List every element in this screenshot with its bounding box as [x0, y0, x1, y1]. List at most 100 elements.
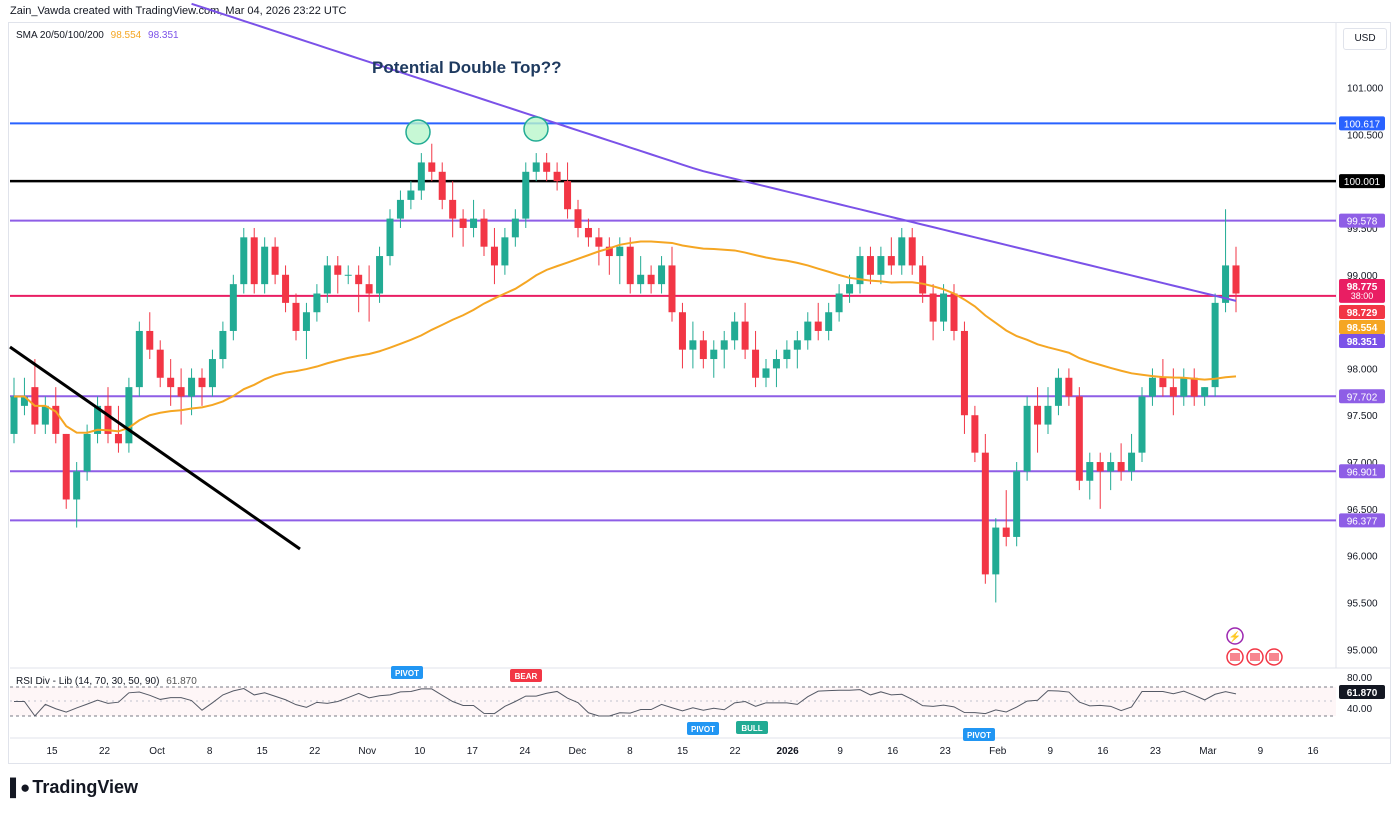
- candle-body: [62, 433, 70, 500]
- us-flag-event-stripes: [1269, 653, 1279, 661]
- chart-frame: [8, 22, 1391, 764]
- candle-body: [1013, 471, 1021, 537]
- candle-body: [616, 246, 624, 257]
- candle-body: [720, 340, 728, 350]
- x-tick-label: 9: [1258, 746, 1264, 757]
- candle-body: [177, 387, 185, 397]
- candle-body: [1201, 387, 1209, 397]
- x-tick-label: Oct: [149, 746, 165, 757]
- rsi-signal-marker: [736, 721, 768, 734]
- candle-body: [898, 237, 906, 266]
- candle-body: [762, 368, 770, 378]
- rsi-legend-value: 61.870: [166, 676, 197, 687]
- brand-logo[interactable]: ▌● TradingView: [10, 777, 138, 798]
- candle-body: [20, 396, 28, 406]
- level-price-tag: [1339, 174, 1385, 189]
- rsi-tick-label: 40.00: [1347, 704, 1372, 715]
- sma-legend-label: SMA 20/50/100/200: [16, 30, 104, 41]
- candle-body: [282, 274, 290, 303]
- candle-body: [1034, 405, 1042, 425]
- rsi-value-label: 61.870: [1347, 688, 1378, 699]
- double-top-marker: [523, 116, 549, 142]
- candle-body: [313, 293, 321, 313]
- candle-body: [908, 237, 916, 266]
- y-tick-label: 96.500: [1347, 505, 1378, 516]
- candle-body: [689, 340, 697, 350]
- candle-body: [428, 162, 436, 172]
- x-tick-label: 9: [837, 746, 843, 757]
- candle-body: [668, 265, 676, 313]
- x-tick-label: Mar: [1199, 746, 1217, 757]
- rsi-signal-marker: [510, 669, 542, 682]
- candle-body: [41, 405, 49, 425]
- candle-body: [595, 237, 603, 247]
- candle-body: [1128, 452, 1136, 472]
- chart-annotation: Potential Double Top??: [372, 58, 562, 77]
- x-tick-label: Feb: [989, 746, 1007, 757]
- candle-body: [470, 218, 478, 228]
- rsi-signal-marker: [687, 722, 719, 735]
- rsi-legend[interactable]: RSI Div - Lib (14, 70, 30, 50, 90) 61.87…: [16, 676, 197, 687]
- price-tag-label: 98.554: [1347, 323, 1378, 334]
- candle-body: [731, 321, 739, 341]
- x-tick-label: 15: [677, 746, 689, 757]
- candle-body: [365, 284, 373, 294]
- x-tick-label: 15: [46, 746, 58, 757]
- candle-body: [626, 246, 634, 285]
- rsi-legend-label: RSI Div - Lib (14, 70, 30, 50, 90): [16, 676, 160, 687]
- level-price-tag: [1339, 513, 1385, 528]
- price-tag-countdown: 38:00: [1351, 291, 1374, 301]
- candle-body: [752, 349, 760, 378]
- candle-body: [835, 293, 843, 313]
- candle-body: [459, 218, 467, 228]
- candle-body: [438, 171, 446, 200]
- x-tick-label: 17: [467, 746, 479, 757]
- candle-body: [1075, 396, 1083, 481]
- x-tick-label: 23: [940, 746, 952, 757]
- rsi-signal-label: PIVOT: [691, 725, 715, 734]
- candle-body: [146, 330, 154, 350]
- x-tick-label: 8: [627, 746, 633, 757]
- candle-body: [825, 312, 833, 331]
- currency-button[interactable]: USD: [1343, 28, 1387, 50]
- y-tick-label: 96.000: [1347, 552, 1378, 563]
- level-price-tag: [1339, 464, 1385, 479]
- candle-body: [1117, 462, 1125, 472]
- price-tag-label: 98.729: [1347, 308, 1378, 319]
- candle-body: [866, 256, 874, 275]
- rsi-signal-marker: [963, 728, 995, 741]
- x-tick-label: 16: [1097, 746, 1109, 757]
- y-tick-label: 101.000: [1347, 84, 1384, 95]
- candle-body: [1086, 462, 1094, 481]
- candle-body: [1222, 265, 1230, 303]
- x-tick-label: 22: [99, 746, 111, 757]
- candle-body: [772, 359, 780, 369]
- candle-body: [104, 405, 112, 434]
- candle-body: [188, 377, 196, 397]
- sma-purple-line: [191, 2, 1237, 302]
- candle-body: [1159, 377, 1167, 388]
- level-price-label: 100.617: [1344, 119, 1381, 130]
- y-tick-label: 100.500: [1347, 130, 1384, 141]
- candle-body: [814, 321, 822, 331]
- candle-body: [574, 209, 582, 228]
- candle-body: [449, 199, 457, 219]
- candle-body: [793, 340, 801, 350]
- rsi-signal-label: PIVOT: [395, 669, 419, 678]
- sma-legend[interactable]: SMA 20/50/100/200 98.554 98.351: [16, 30, 179, 41]
- candle-body: [73, 471, 81, 500]
- candle-body: [1107, 462, 1115, 472]
- candle-body: [804, 321, 812, 341]
- rsi-signal-label: PIVOT: [967, 731, 991, 740]
- candle-body: [1096, 462, 1104, 472]
- candle-body: [553, 171, 561, 182]
- candle-body: [417, 162, 425, 191]
- price-tag: [1339, 334, 1385, 348]
- candle-body: [480, 218, 488, 247]
- candle-body: [877, 256, 885, 275]
- level-price-tag: [1339, 213, 1385, 228]
- x-tick-label: 2026: [776, 746, 799, 757]
- sma-legend-value-1: 98.554: [110, 30, 142, 41]
- candle-body: [376, 256, 384, 294]
